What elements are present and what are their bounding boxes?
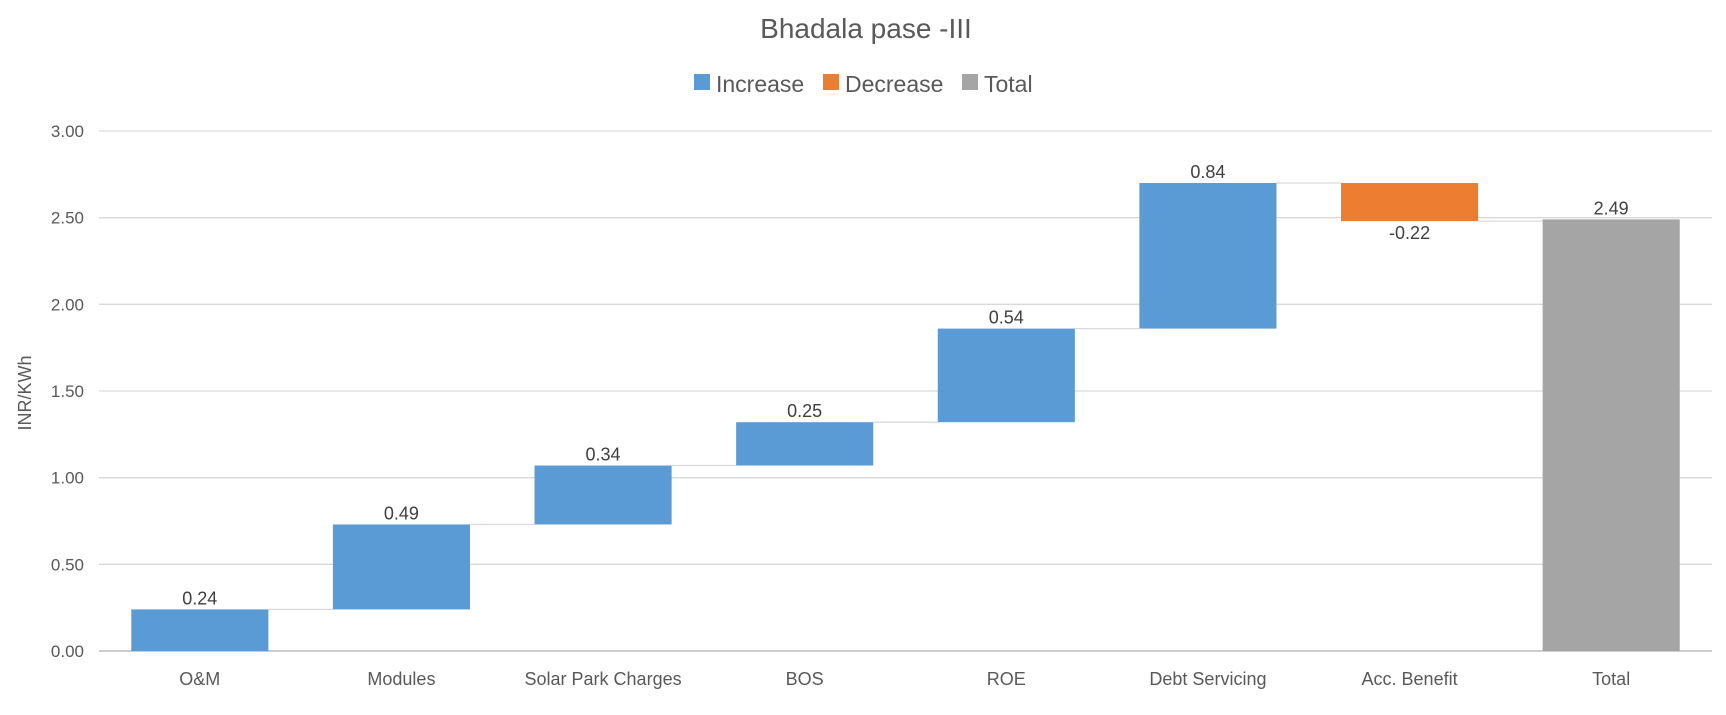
y-tick-label: 1.00 bbox=[51, 469, 84, 488]
data-label-6: 0.84 bbox=[1190, 162, 1225, 182]
category-label-3: Solar Park Charges bbox=[525, 669, 682, 689]
data-label-8: 2.49 bbox=[1594, 198, 1629, 218]
data-label-2: 0.49 bbox=[384, 503, 419, 523]
connector-lines bbox=[268, 182, 1543, 611]
category-label-8: Total bbox=[1592, 669, 1630, 689]
legend-swatch-increase bbox=[694, 74, 710, 90]
legend-label-increase: Increase bbox=[716, 71, 804, 97]
legend: Increase Decrease Total bbox=[694, 71, 1033, 97]
y-axis-label: INR/KWh bbox=[15, 355, 35, 430]
bar-4 bbox=[736, 422, 874, 466]
legend-swatch-total bbox=[962, 74, 978, 90]
data-label-4: 0.25 bbox=[787, 401, 822, 421]
bar-6 bbox=[1139, 183, 1277, 329]
y-tick-label: 2.00 bbox=[51, 295, 84, 314]
y-tick-label: 0.00 bbox=[51, 642, 84, 661]
data-label-7: -0.22 bbox=[1389, 223, 1430, 243]
legend-swatch-decrease bbox=[823, 74, 839, 90]
y-tick-label: 2.50 bbox=[51, 209, 84, 228]
category-label-6: Debt Servicing bbox=[1149, 669, 1266, 689]
y-tick-label: 3.00 bbox=[51, 122, 84, 141]
data-label-1: 0.24 bbox=[182, 588, 217, 608]
legend-label-total: Total bbox=[984, 71, 1033, 97]
bar-2 bbox=[332, 524, 470, 610]
bar-5 bbox=[937, 328, 1075, 423]
legend-label-decrease: Decrease bbox=[845, 71, 943, 97]
y-axis-ticks: 0.00 0.50 1.00 1.50 2.00 2.50 3.00 bbox=[51, 122, 84, 661]
data-labels: 0.24 0.49 0.34 0.25 0.54 0.84 -0.22 2.49 bbox=[182, 162, 1628, 608]
category-label-1: O&M bbox=[179, 669, 220, 689]
category-label-2: Modules bbox=[367, 669, 435, 689]
y-tick-label: 0.50 bbox=[51, 555, 84, 574]
bar-3 bbox=[534, 465, 672, 525]
category-label-4: BOS bbox=[786, 669, 824, 689]
category-label-7: Acc. Benefit bbox=[1362, 669, 1458, 689]
chart-title: Bhadala pase -III bbox=[760, 13, 972, 44]
bar-7 bbox=[1341, 183, 1479, 222]
data-label-3: 0.34 bbox=[586, 445, 621, 465]
y-tick-label: 1.50 bbox=[51, 382, 84, 401]
bar-8 bbox=[1542, 219, 1680, 651]
category-label-5: ROE bbox=[987, 669, 1026, 689]
x-axis-categories: O&M Modules Solar Park Charges BOS ROE Debt S… bbox=[179, 669, 1630, 689]
bars bbox=[131, 183, 1680, 651]
bar-1 bbox=[131, 609, 269, 651]
data-label-5: 0.54 bbox=[989, 308, 1024, 328]
